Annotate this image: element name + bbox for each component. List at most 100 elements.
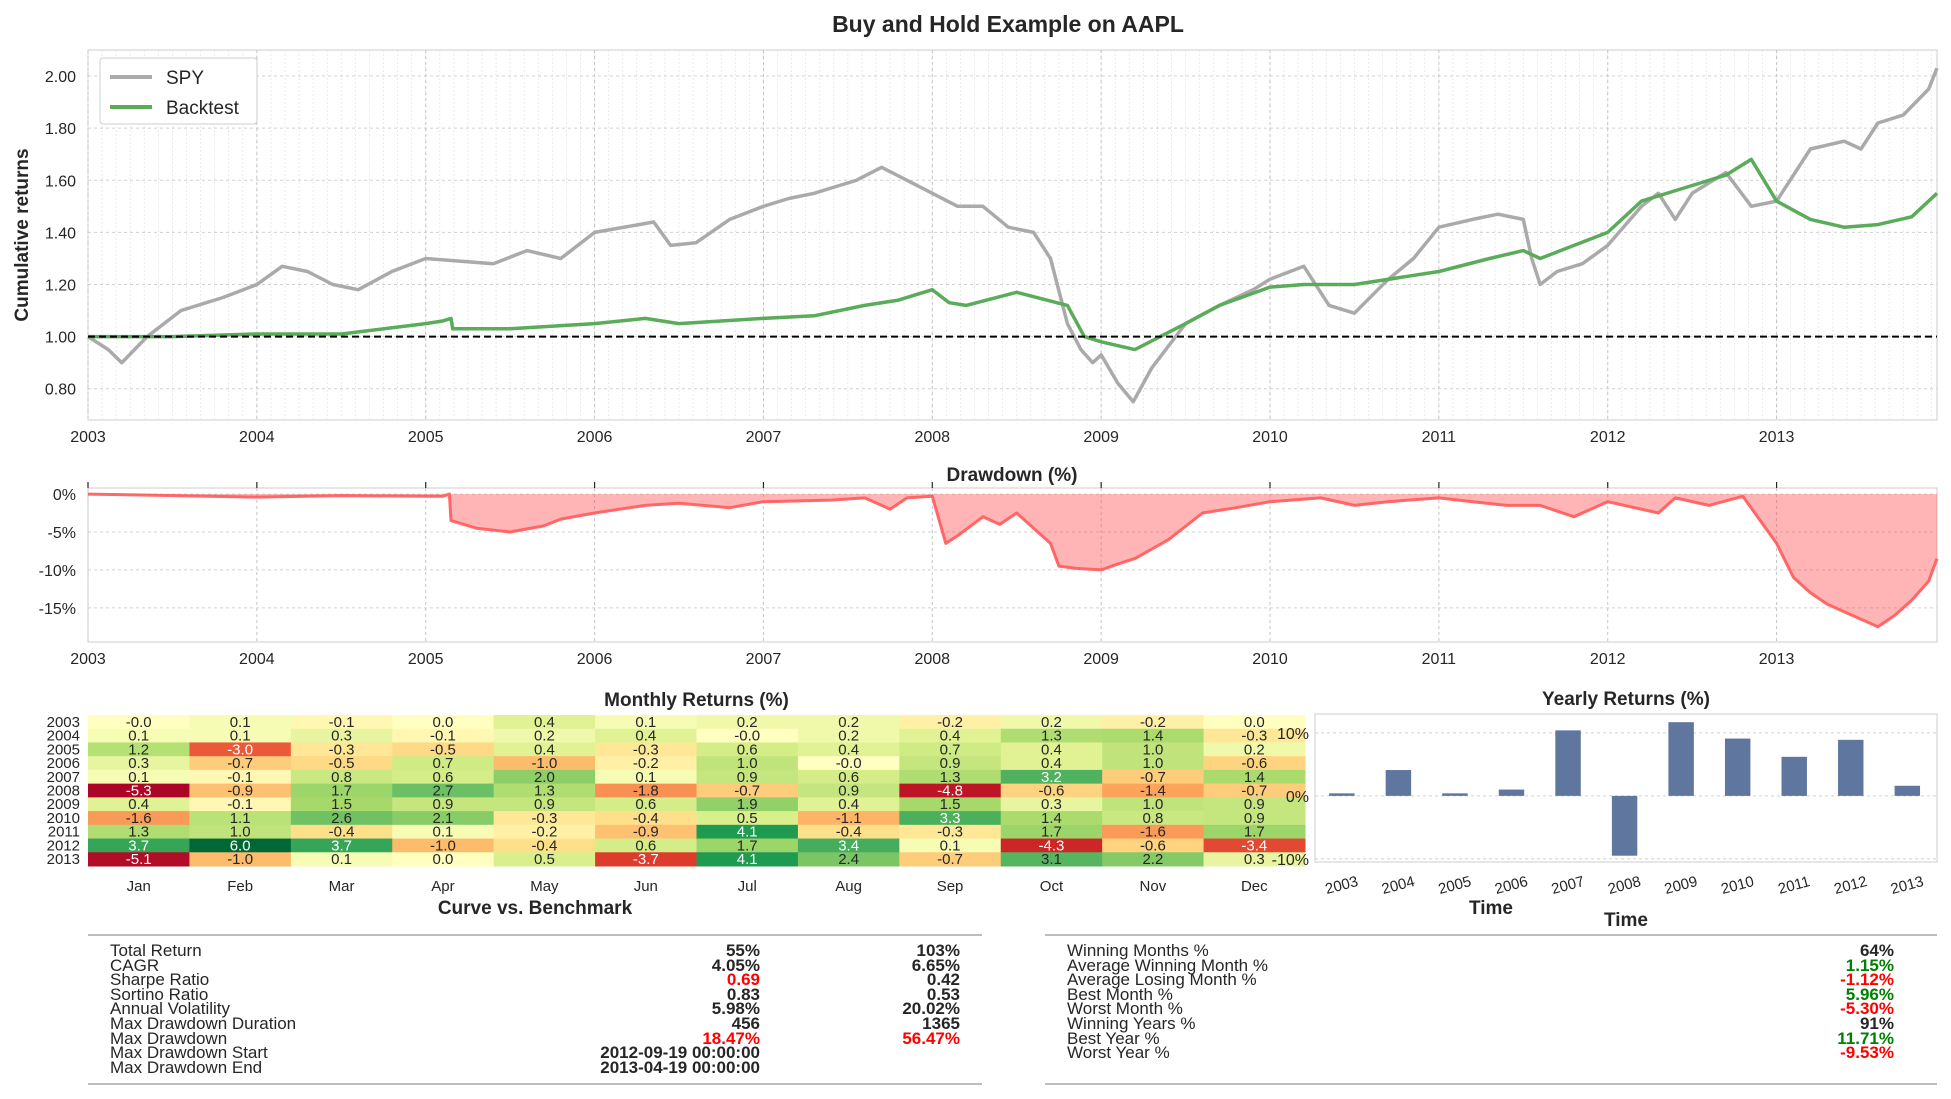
heatmap-cell-label: 0.1 <box>230 714 251 731</box>
yearly-x-tick-label: 2012 <box>1832 873 1869 898</box>
heatmap-cell-label: -4.3 <box>1039 837 1065 854</box>
heatmap-cell-label: -0.4 <box>633 810 659 827</box>
heatmap-cell <box>1203 852 1306 867</box>
heatmap-cell <box>189 783 292 798</box>
heatmap-cell-label: 1.4 <box>1244 769 1265 786</box>
heatmap-cell <box>493 715 596 730</box>
yearly-x-tick-label: 2006 <box>1493 873 1530 898</box>
heatmap-cell-label: 0.1 <box>940 837 961 854</box>
heatmap-cell-label: 1.5 <box>940 796 961 813</box>
monthly-column-label: Jan <box>127 878 151 895</box>
heatmap-cell-label: 0.2 <box>1244 741 1265 758</box>
heatmap-cell-label: 1.0 <box>1142 796 1163 813</box>
heatmap-cell <box>797 783 900 798</box>
heatmap-cell-label: -1.0 <box>227 851 253 868</box>
heatmap-cell-label: 1.3 <box>1041 728 1062 745</box>
heatmap-cell-label: -0.3 <box>937 824 963 841</box>
stats-row-label: Max Drawdown Duration <box>110 1014 297 1033</box>
stats-row: Average Winning Month % 1.15% <box>1045 955 1937 975</box>
yearly-x-tick-label: 2005 <box>1437 873 1474 898</box>
yearly-x-tick-label: 2010 <box>1719 873 1756 898</box>
heatmap-cell-label: -1.0 <box>531 755 557 772</box>
stats-row: CAGR 4.05% 6.65% <box>88 957 982 974</box>
monthly-column-label: Sep <box>937 878 964 895</box>
heatmap-cell <box>899 797 1002 812</box>
figure-title: Buy and Hold Example on AAPL <box>832 11 1184 37</box>
cumulative-x-tick-label: 2004 <box>239 429 275 446</box>
heatmap-cell-label: 0.9 <box>940 755 961 772</box>
cumulative-x-tick-label: 2012 <box>1590 429 1626 446</box>
heatmap-cell-label: 1.4 <box>1041 810 1062 827</box>
heatmap-cell-label: -0.6 <box>1140 837 1166 854</box>
drawdown-title: Drawdown (%) <box>947 465 1078 486</box>
drawdown-plot-area <box>87 487 1938 643</box>
cumulative-x-tick-label: 2006 <box>577 429 613 446</box>
heatmap-cell-label: 0.6 <box>635 796 656 813</box>
stats-row-value: 11.71% <box>1837 1028 1894 1048</box>
heatmap-cell <box>1000 728 1103 743</box>
heatmap-cell <box>797 756 900 771</box>
drawdown-x-tick-label: 2012 <box>1590 651 1626 668</box>
heatmap-cell-label: -0.3 <box>1241 728 1267 745</box>
heatmap-cell <box>696 769 799 785</box>
heatmap-cell-label: 2.6 <box>331 810 352 827</box>
heatmap-cell <box>493 742 596 757</box>
heatmap-cell <box>88 811 190 826</box>
heatmap-cell-label: 0.4 <box>838 796 859 813</box>
stats-top-rule <box>88 934 982 936</box>
stats-row-value: 1.15% <box>1845 955 1894 975</box>
cumulative-y-tick-label: 2.00 <box>45 69 76 86</box>
yearly-x-tick-label: 2007 <box>1550 873 1587 898</box>
heatmap-cell-label: -1.0 <box>430 837 456 854</box>
heatmap-cell <box>290 756 393 771</box>
stats-bottom-rule <box>1045 1083 1937 1085</box>
heatmap-cell-label: -0.7 <box>937 851 963 868</box>
monthly-column-label: Oct <box>1040 878 1064 895</box>
stats-row-value: 5.98% <box>711 999 760 1019</box>
monthly-row-label: 2007 <box>47 769 80 786</box>
heatmap-cell <box>797 824 900 840</box>
cumulative-y-tick-label: 0.80 <box>45 382 76 399</box>
heatmap-cell <box>595 838 697 853</box>
heatmap-cell-label: 2.2 <box>1142 851 1163 868</box>
heatmap-cell <box>1203 824 1306 840</box>
heatmap-cell-label: 3.7 <box>331 837 352 854</box>
monthly-row-label: 2005 <box>47 741 80 758</box>
stats-row-value: -1.12% <box>1840 970 1894 990</box>
heatmap-cell-label: 1.0 <box>737 755 758 772</box>
heatmap-cell-label: -0.4 <box>836 824 862 841</box>
stats-row-label: Best Month % <box>1067 984 1173 1004</box>
heatmap-cell <box>595 742 697 757</box>
heatmap-cell-label: -0.0 <box>126 714 152 731</box>
yearly-bar <box>1555 730 1581 796</box>
heatmap-cell-label: 0.6 <box>433 769 454 786</box>
heatmap-cell <box>1203 756 1306 771</box>
stats-row: Max Drawdown 18.47% 56.47% <box>88 1028 982 1048</box>
legend-entry-backtest: Backtest <box>166 98 240 119</box>
stats-row-label: Worst Year % <box>1067 1043 1170 1063</box>
heatmap-cell <box>290 824 393 840</box>
heatmap-cell-label: 3.3 <box>940 810 961 827</box>
heatmap-cell <box>1203 769 1306 785</box>
heatmap-cell-label: 0.9 <box>433 796 454 813</box>
monthly-title: Monthly Returns (%) <box>604 690 789 711</box>
heatmap-cell-label: 0.9 <box>838 783 859 800</box>
monthly-column-label: Jul <box>738 878 757 895</box>
heatmap-cell-label: 0.4 <box>1041 755 1062 772</box>
heatmap-cell-label: 0.5 <box>534 851 555 868</box>
heatmap-cell <box>1203 742 1306 757</box>
heatmap-cell <box>899 811 1002 826</box>
heatmap-cell <box>696 852 799 867</box>
cumulative-x-tick-label: 2010 <box>1252 429 1288 446</box>
stats-row-label: Worst Month % <box>1067 999 1183 1019</box>
stats-row-benchmark-value: 56.47% <box>902 1028 960 1048</box>
heatmap-cell-label: -3.7 <box>633 851 659 868</box>
monthly-row-label: 2012 <box>47 837 80 854</box>
heatmap-cell <box>290 797 393 812</box>
cumulative-y-tick-label: 1.00 <box>45 330 76 347</box>
stats-row-label: Sortino Ratio <box>110 984 209 1004</box>
heatmap-cell <box>290 852 393 867</box>
monthly-row-label: 2010 <box>47 810 80 827</box>
drawdown-y-tick-label: -5% <box>48 525 76 542</box>
monthly-column-label: Aug <box>835 878 862 895</box>
